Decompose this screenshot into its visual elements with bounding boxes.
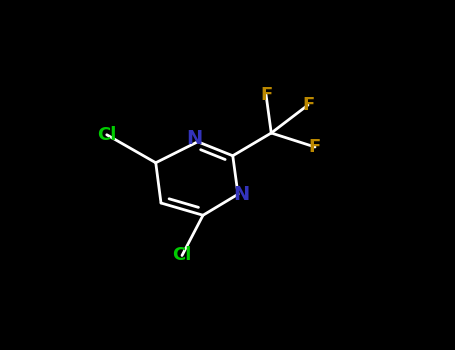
Text: Cl: Cl (97, 126, 116, 144)
Text: F: F (260, 85, 272, 104)
Text: F: F (302, 96, 314, 114)
Text: Cl: Cl (172, 246, 192, 265)
Text: N: N (233, 185, 250, 204)
Text: N: N (186, 129, 202, 148)
Text: F: F (309, 138, 321, 156)
